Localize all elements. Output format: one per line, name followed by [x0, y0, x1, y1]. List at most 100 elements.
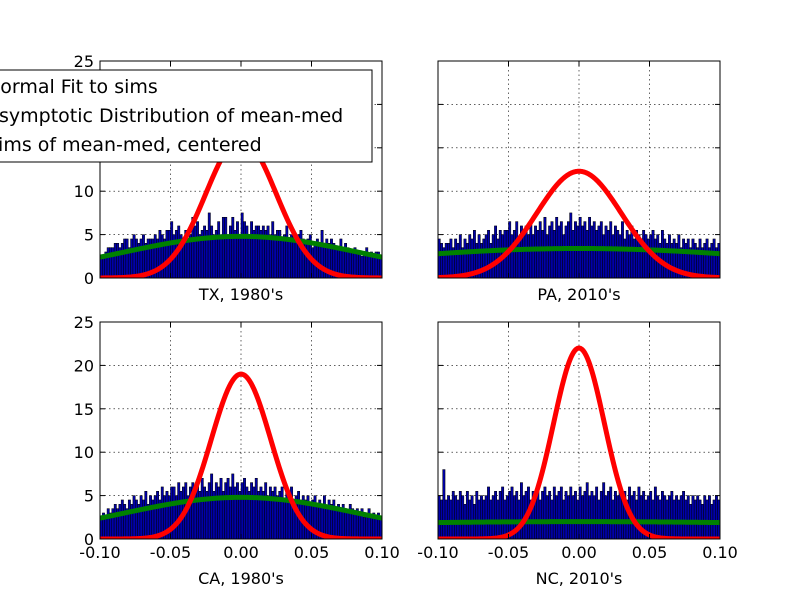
histogram-bar	[203, 486, 206, 539]
histogram-bar	[170, 221, 174, 278]
histogram-bar	[663, 495, 667, 539]
histogram-bar	[543, 486, 547, 539]
histogram-bar	[715, 495, 718, 539]
histogram-bar	[149, 495, 152, 539]
legend-entry-label: Normal Fit to sims	[0, 76, 158, 98]
histogram-bar	[353, 512, 357, 539]
histogram-bar	[491, 234, 495, 278]
histogram-bar	[705, 238, 709, 278]
histogram-bar	[203, 225, 206, 278]
normal-fit-line	[438, 168, 720, 278]
histogram-bar	[684, 499, 688, 539]
histogram-bar	[611, 234, 615, 278]
histogram-bar	[545, 234, 549, 278]
asymptotic-distribution-line	[438, 519, 720, 526]
histogram-bar	[276, 495, 279, 539]
subplot-title: CA, 1980's	[198, 569, 284, 588]
histogram-bar	[294, 238, 298, 278]
histogram-bar	[564, 491, 568, 539]
chart-legend: Normal Fit to sims Asymptotic Distributio…	[0, 69, 373, 163]
histogram-bar	[440, 499, 443, 539]
y-tick-label: 10	[74, 182, 94, 201]
histogram-bar	[229, 486, 232, 539]
y-tick-label: 0	[84, 530, 94, 549]
histogram-bar	[139, 495, 143, 539]
histogram-bar	[686, 495, 690, 539]
histogram-bar	[710, 243, 714, 278]
histogram-bar	[604, 495, 608, 539]
histogram-bar	[266, 225, 270, 278]
histogram-bar	[207, 212, 211, 278]
histogram-bar	[595, 230, 599, 278]
x-tick-label: 0.05	[632, 543, 668, 562]
histogram-bar	[273, 486, 277, 539]
histogram-bar	[142, 499, 145, 539]
histogram-bar	[123, 504, 127, 539]
histogram-bar	[703, 495, 707, 539]
histogram-bar	[590, 491, 594, 539]
histogram-bar	[585, 230, 589, 278]
histogram-bar	[569, 212, 573, 278]
asymptotic-distribution-line	[100, 494, 382, 521]
histogram-bar	[372, 256, 376, 278]
histogram-bar	[212, 234, 216, 278]
histogram-bar	[447, 495, 450, 539]
histogram-bar	[527, 234, 530, 278]
histogram-bar	[254, 225, 258, 278]
histogram-bar	[456, 243, 460, 278]
asymptotic-distribution-line	[100, 233, 382, 260]
histogram-bar	[559, 486, 563, 539]
histogram-bar	[614, 491, 617, 539]
histogram-bar	[661, 491, 664, 539]
histogram-bar	[642, 230, 646, 278]
histogram-bar	[609, 486, 613, 539]
histogram-bar	[257, 225, 261, 278]
histogram-bar	[545, 495, 549, 539]
histogram-bar	[677, 499, 681, 539]
histogram-bar	[494, 491, 497, 539]
histogram-bar	[210, 225, 214, 278]
histogram-bar	[243, 221, 246, 278]
histogram-bar	[475, 491, 479, 539]
histogram-bar	[449, 499, 453, 539]
histogram-bar	[116, 243, 120, 278]
histogram-bar	[602, 482, 606, 539]
histogram-bar	[691, 495, 695, 539]
histogram-bar	[226, 477, 230, 539]
histogram-bar	[156, 491, 159, 539]
x-tick-label: 0.00	[223, 543, 259, 562]
histogram-bar	[153, 495, 157, 539]
histogram-bar	[219, 234, 223, 278]
histogram	[100, 473, 382, 539]
histogram-bar	[698, 499, 702, 539]
histogram-bar	[604, 225, 608, 278]
histogram-bar	[649, 491, 653, 539]
histogram-bar	[109, 247, 113, 278]
histogram-bar	[487, 230, 490, 278]
asymptotic-distribution-line	[438, 245, 720, 257]
histogram-bar	[334, 508, 338, 539]
histogram-bar	[693, 499, 697, 539]
histogram-bar	[661, 230, 664, 278]
histogram-bar	[125, 238, 129, 278]
histogram-bar	[240, 482, 244, 539]
histogram-bar	[123, 238, 127, 278]
histogram-bar	[339, 238, 343, 278]
histogram-bar	[606, 230, 610, 278]
histogram-bar	[132, 495, 136, 539]
histogram-bar	[569, 486, 573, 539]
histogram-bar	[646, 238, 650, 278]
histogram-bar	[520, 482, 523, 539]
histogram-bar	[224, 482, 228, 539]
histogram-bar	[602, 234, 606, 278]
histogram-bar	[541, 230, 545, 278]
histogram-bar	[273, 234, 277, 278]
histogram-bar	[250, 482, 253, 539]
histogram-bar	[280, 486, 284, 539]
histogram-bar	[214, 482, 218, 539]
histogram-bar	[668, 495, 671, 539]
histogram-bar	[254, 477, 258, 539]
histogram-bar	[588, 495, 592, 539]
histogram-bar	[614, 225, 617, 278]
y-tick-label: 10	[74, 443, 94, 462]
